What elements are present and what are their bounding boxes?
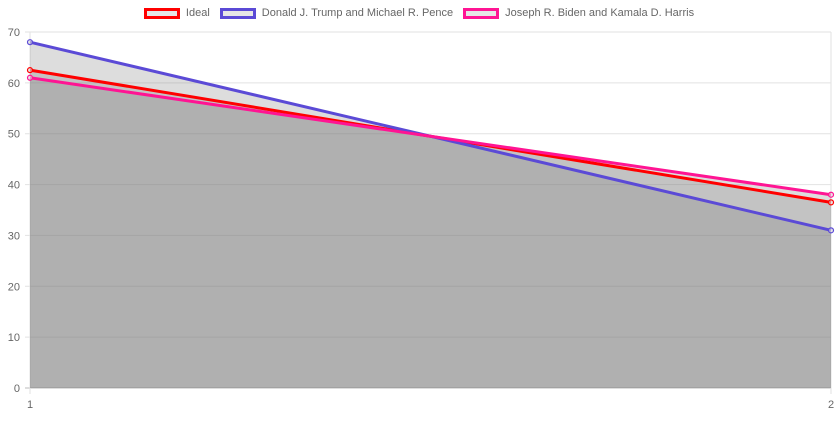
legend-item-2[interactable]: Joseph R. Biden and Kamala D. Harris: [463, 7, 694, 19]
legend-item-1[interactable]: Donald J. Trump and Michael R. Pence: [219, 7, 454, 19]
data-point: [827, 199, 835, 206]
data-point: [26, 74, 34, 81]
y-tick-label: 20: [8, 281, 20, 293]
x-tick-label: 1: [27, 399, 33, 411]
y-tick-label: 30: [8, 230, 20, 242]
y-tick-label: 60: [8, 78, 20, 90]
y-tick-label: 40: [8, 180, 20, 192]
legend-swatch: [143, 7, 180, 19]
data-point: [827, 227, 835, 234]
data-point: [827, 191, 835, 198]
legend-item-0[interactable]: Ideal: [143, 7, 210, 19]
series-line-2: [29, 76, 832, 197]
series-area-1: [30, 42, 831, 389]
legend-label: Ideal: [185, 7, 210, 19]
legend: Ideal Donald J. Trump and Michael R. Penc…: [0, 7, 838, 19]
y-tick-label: 0: [14, 383, 20, 395]
y-tick-label: 50: [8, 129, 20, 141]
y-tick-label: 70: [8, 27, 20, 39]
series-area-2: [30, 77, 831, 389]
series-area-0: [30, 70, 831, 389]
legend-swatch: [463, 7, 500, 19]
data-point: [26, 67, 34, 74]
x-tick-label: 2: [828, 399, 834, 411]
data-point: [26, 39, 34, 46]
legend-swatch: [219, 7, 256, 19]
y-tick-label: 10: [8, 332, 20, 344]
legend-label: Donald J. Trump and Michael R. Pence: [261, 7, 454, 19]
legend-label: Joseph R. Biden and Kamala D. Harris: [505, 7, 695, 19]
